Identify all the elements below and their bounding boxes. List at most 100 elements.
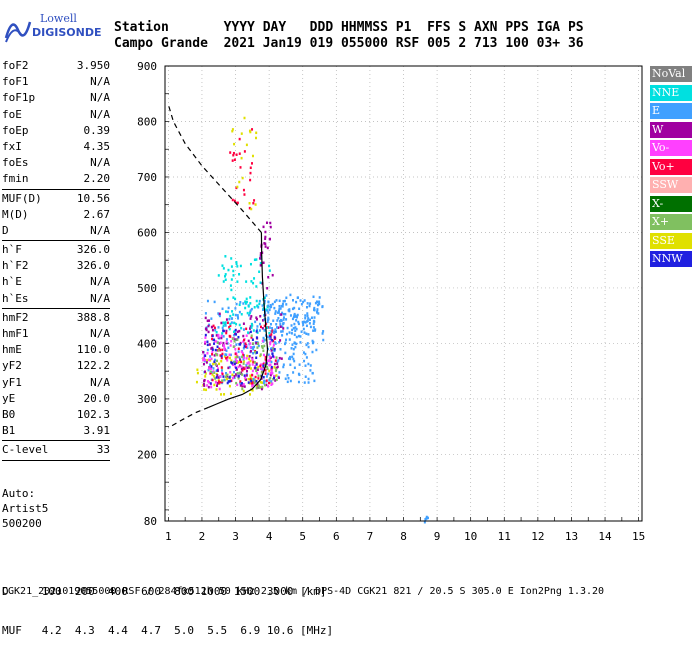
- param-value: 3.950: [76, 59, 110, 72]
- param-value: 20.0: [83, 391, 111, 405]
- echo-point: [253, 199, 256, 202]
- echo-point: [263, 324, 266, 328]
- echo-point: [257, 384, 260, 387]
- echo-point: [308, 322, 311, 325]
- echo-point: [213, 371, 216, 374]
- echo-point: [262, 353, 265, 357]
- echo-point: [264, 308, 267, 311]
- echo-point: [298, 307, 301, 310]
- echo-point: [257, 365, 260, 369]
- echo-point: [243, 367, 246, 371]
- echo-point: [272, 377, 275, 381]
- echo-point: [281, 325, 284, 328]
- echo-point: [220, 393, 223, 396]
- echo-point: [230, 340, 233, 343]
- echo-point: [244, 302, 247, 305]
- echo-point: [206, 340, 209, 343]
- echo-point: [237, 365, 240, 369]
- echo-point: [195, 380, 198, 384]
- echo-point: [311, 350, 314, 354]
- echo-point: [284, 351, 287, 355]
- echo-point: [271, 327, 274, 330]
- echo-point: [235, 366, 238, 370]
- echo-point: [312, 326, 315, 329]
- echo-point: [258, 299, 261, 303]
- echo-point: [249, 330, 252, 334]
- echo-point: [304, 364, 307, 367]
- echo-point: [306, 342, 309, 345]
- distance-row: D 100 200 400 600 800 1000 1500 3000 [km…: [2, 585, 327, 598]
- echo-point: [239, 380, 242, 383]
- echo-point: [267, 385, 270, 388]
- echo-point: [215, 330, 218, 334]
- echo-point: [272, 355, 275, 358]
- echo-point: [229, 379, 232, 383]
- echo-point: [232, 269, 235, 273]
- echo-point: [262, 381, 265, 385]
- echo-point: [312, 295, 315, 299]
- echo-point: [307, 345, 310, 349]
- echo-point: [210, 347, 213, 350]
- echo-point: [245, 378, 248, 381]
- echo-point: [238, 360, 241, 363]
- param-name: yE: [2, 391, 16, 405]
- echo-point: [258, 302, 261, 306]
- echo-point: [426, 516, 429, 520]
- echo-point: [228, 353, 231, 357]
- echo-point: [261, 346, 264, 350]
- echo-point: [293, 306, 296, 310]
- echo-point: [260, 345, 263, 348]
- param-name: h`F: [2, 243, 22, 257]
- echo-point: [247, 366, 250, 369]
- echo-point: [292, 299, 295, 302]
- echo-point: [208, 367, 211, 370]
- echo-point: [251, 358, 254, 361]
- echo-point: [259, 354, 262, 358]
- echo-point: [304, 321, 307, 324]
- echo-point: [221, 332, 224, 335]
- echo-point: [231, 310, 234, 313]
- divider: [2, 459, 110, 461]
- echo-point: [235, 359, 238, 363]
- echo-point: [219, 348, 222, 352]
- echo-point: [263, 314, 266, 317]
- echo-point: [240, 365, 243, 368]
- echo-point: [260, 387, 263, 391]
- echo-point: [252, 201, 255, 205]
- echo-point: [307, 377, 310, 381]
- echo-point: [234, 338, 237, 342]
- echo-point: [273, 366, 276, 369]
- echo-point: [268, 355, 271, 358]
- echo-point: [231, 376, 234, 380]
- echo-point: [236, 330, 239, 334]
- echo-point: [236, 383, 239, 387]
- echo-point: [292, 347, 295, 351]
- echo-point: [259, 322, 262, 326]
- echo-point: [270, 360, 273, 364]
- echo-point: [219, 341, 222, 345]
- echo-point: [302, 300, 305, 304]
- echo-point: [245, 374, 248, 377]
- param-value: 4.35: [83, 139, 111, 153]
- echo-point: [240, 350, 243, 353]
- echo-point: [272, 376, 275, 380]
- echo-point: [259, 325, 262, 329]
- param-name: C-level: [2, 443, 49, 457]
- echo-point: [267, 304, 270, 307]
- echo-point: [246, 354, 249, 358]
- echo-point: [317, 312, 320, 315]
- echo-point: [242, 188, 245, 192]
- echo-point: [220, 366, 223, 369]
- echo-point: [302, 351, 305, 354]
- echo-point: [245, 334, 248, 337]
- echo-point: [235, 333, 238, 336]
- echo-point: [223, 355, 226, 358]
- echo-point: [285, 296, 288, 300]
- y-tick-label: 300: [137, 393, 157, 406]
- echo-point: [275, 378, 278, 382]
- echo-point: [294, 329, 297, 333]
- echo-point: [207, 385, 210, 389]
- params-group1: foF2 3.950 foF1 N/A foF1p N/A foE N/A foEp 0.…: [2, 58, 110, 188]
- echo-point: [268, 358, 271, 362]
- legend-item: Vo+: [650, 158, 692, 175]
